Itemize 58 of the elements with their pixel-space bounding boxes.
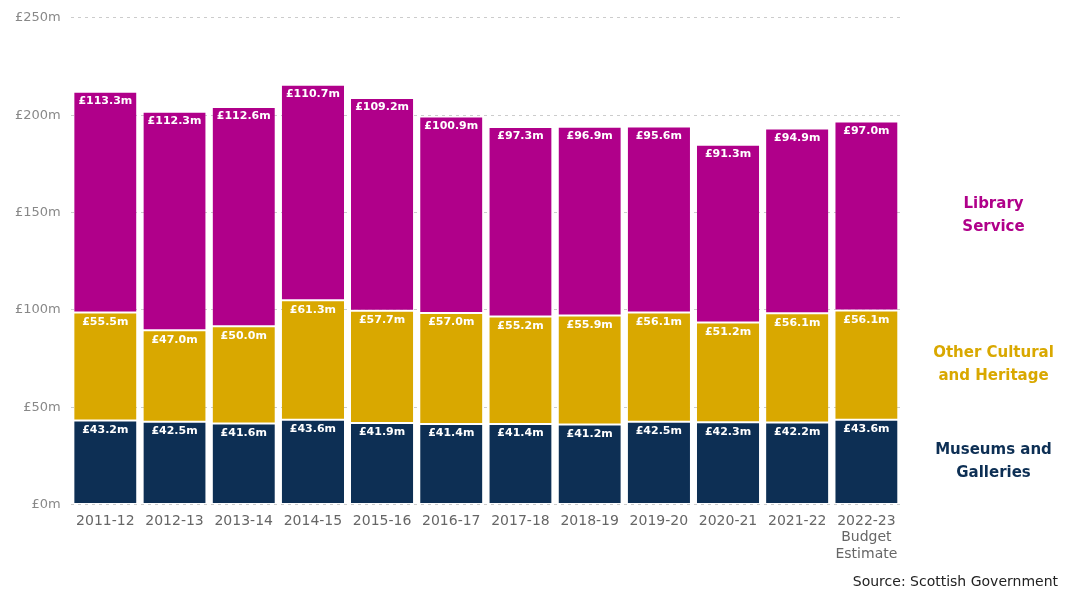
data-label: £96.9m — [566, 129, 613, 143]
text: Other Cultural and Heritage — [933, 343, 1054, 385]
data-label: £91.3m — [704, 147, 752, 161]
x-tick-label: 2020-21 — [698, 511, 758, 528]
data-label: £43.6m — [843, 422, 890, 436]
data-label: £112.3m — [147, 114, 202, 128]
x-tick-label: 2013-14 — [214, 511, 274, 528]
data-label: £100.9m — [424, 118, 479, 132]
data-label: £41.9m — [358, 425, 406, 439]
data-label: £57.7m — [358, 313, 406, 327]
data-label: £43.2m — [82, 422, 129, 436]
data-label: £41.2m — [566, 426, 613, 440]
data-label: £95.6m — [635, 128, 682, 142]
x-tick-label: 2011-12 — [76, 511, 135, 528]
data-label: £57.0m — [428, 315, 475, 329]
text: Museums and Galleries — [935, 440, 1052, 482]
x-tick-label: 2022-23 Budget Estimate — [835, 511, 898, 562]
data-label: £55.9m — [566, 317, 613, 331]
y-tick-label: £0m — [31, 495, 61, 511]
data-label: £42.2m — [774, 424, 821, 438]
x-tick-label: 2015-16 — [352, 511, 412, 528]
x-tick-label: 2021-22 — [767, 511, 827, 528]
data-label: £97.3m — [497, 129, 544, 143]
data-label: £61.3m — [289, 302, 337, 316]
data-label: £110.7m — [285, 87, 340, 101]
data-label: £42.3m — [704, 424, 752, 438]
y-tick-label: £200m — [15, 106, 61, 122]
x-tick-label: 2018-19 — [560, 511, 619, 528]
data-label: £41.4m — [497, 426, 544, 440]
data-label: £109.2m — [355, 100, 410, 114]
data-label: £94.9m — [774, 130, 821, 144]
data-label: £97.0m — [843, 123, 890, 137]
y-tick-label: £250m — [15, 9, 61, 25]
y-tick-label: £100m — [15, 301, 61, 317]
data-label: £47.0m — [151, 332, 198, 346]
data-label: £51.2m — [704, 324, 752, 338]
source-note: Source: Scottish Government — [852, 572, 1059, 589]
data-label: £42.5m — [151, 424, 198, 438]
text: Library Service — [962, 194, 1025, 236]
x-tick-label: 2014-15 — [283, 511, 343, 528]
y-tick-label: £50m — [23, 398, 61, 414]
data-label: £50.0m — [220, 328, 267, 342]
data-label: £56.1m — [774, 315, 821, 329]
x-tick-label: 2019-20 — [629, 511, 689, 528]
data-label: £41.6m — [220, 425, 267, 439]
y-tick-label: £150m — [15, 203, 61, 219]
data-label: £56.1m — [635, 314, 682, 328]
data-label: £42.5m — [635, 424, 682, 438]
data-label: £113.3m — [78, 94, 133, 108]
x-tick-label: 2017-18 — [491, 511, 550, 528]
data-label: £55.2m — [497, 318, 544, 332]
data-label: £55.5m — [82, 314, 129, 328]
data-label: £112.6m — [216, 109, 271, 123]
data-label: £43.6m — [289, 422, 337, 436]
data-label: £41.4m — [428, 426, 475, 440]
x-tick-label: 2016-17 — [422, 511, 481, 528]
x-tick-label: 2012-13 — [145, 511, 204, 528]
data-label: £56.1m — [843, 312, 890, 326]
